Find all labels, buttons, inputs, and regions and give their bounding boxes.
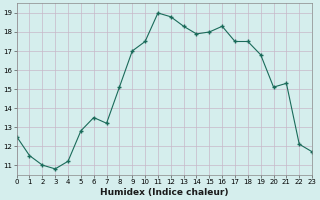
X-axis label: Humidex (Indice chaleur): Humidex (Indice chaleur) xyxy=(100,188,228,197)
